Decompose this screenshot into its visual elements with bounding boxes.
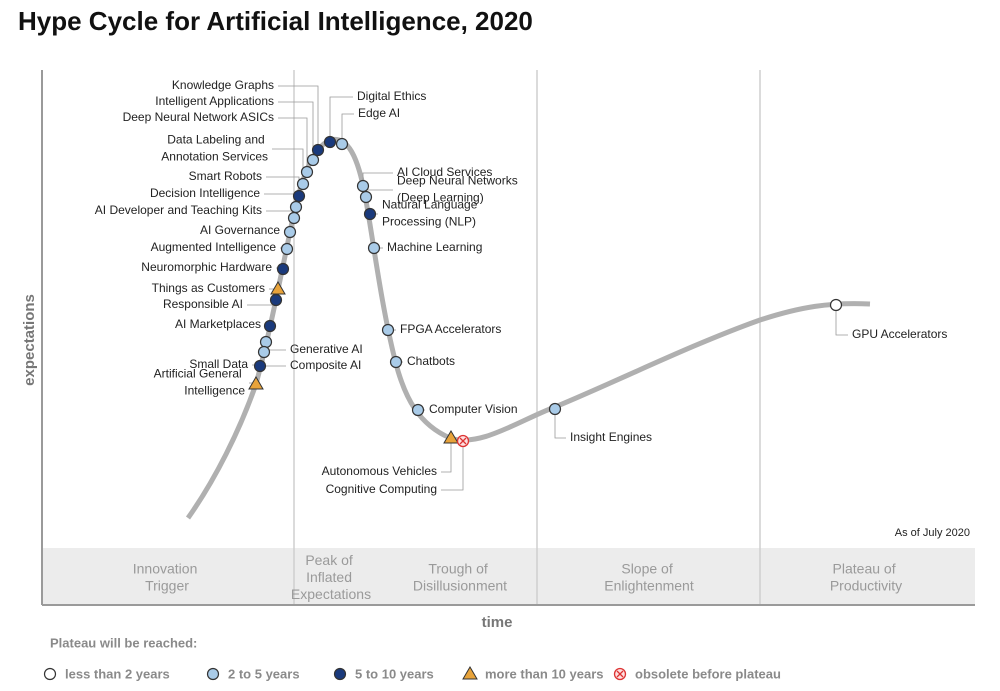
legend-label: 5 to 10 years	[355, 666, 434, 681]
technology-label: Chatbots	[407, 354, 455, 368]
leader-line	[278, 117, 308, 172]
legend-label: obsolete before plateau	[635, 666, 781, 681]
technology-marker	[367, 241, 381, 255]
technology-marker	[443, 430, 459, 444]
legend-title: Plateau will be reached:	[50, 635, 197, 650]
phase-dividers	[293, 70, 761, 605]
leader-line	[835, 305, 848, 336]
technology-label: Knowledge Graphs	[172, 78, 274, 92]
technology-marker	[381, 323, 395, 337]
technology-marker	[335, 137, 349, 151]
technology-marker	[389, 355, 403, 369]
technology-label: Machine Learning	[387, 240, 482, 254]
technology-label: Cognitive Computing	[326, 482, 437, 496]
phase-label: Trough of Disillusionment	[413, 560, 507, 593]
legend-label: 2 to 5 years	[228, 666, 300, 681]
technology-label: Natural Language Processing (NLP)	[382, 198, 481, 229]
technology-label: Decision Intelligence	[150, 186, 260, 200]
technology-marker	[311, 143, 325, 157]
technology-label: AI Marketplaces	[175, 317, 261, 331]
technology-label: Deep Neural Network ASICs	[123, 110, 274, 124]
hype-curve	[185, 136, 871, 520]
legend-label: less than 2 years	[65, 666, 170, 681]
technology-label: Insight Engines	[570, 430, 652, 444]
technology-marker	[356, 179, 370, 193]
legend-marker	[43, 667, 57, 681]
technology-label: Small Data	[189, 357, 248, 371]
leader-line	[441, 438, 452, 473]
technology-label: Data Labeling and Annotation Services	[161, 133, 268, 164]
technology-marker	[259, 335, 273, 349]
technology-marker	[456, 434, 470, 448]
technology-label: Digital Ethics	[357, 89, 426, 103]
y-axis-label: expectations	[21, 294, 38, 386]
as-of: As of July 2020	[895, 527, 970, 539]
leader-line	[554, 409, 566, 439]
title: Hype Cycle for Artificial Intelligence, …	[18, 6, 533, 36]
technology-label: AI Developer and Teaching Kits	[95, 203, 262, 217]
technology-marker	[276, 262, 290, 276]
x-axis-label: time	[482, 614, 513, 631]
phase-label: Slope of Enlightenment	[604, 560, 694, 593]
legend-marker	[333, 667, 347, 681]
technology-label: Smart Robots	[189, 169, 262, 183]
technology-label: Generative AI	[290, 342, 363, 356]
phase-label: Peak of Inflated Expectations	[291, 552, 371, 602]
technology-label: Deep Neural Networks (Deep Learning)	[397, 174, 521, 205]
leader-line	[278, 85, 319, 150]
technology-marker	[280, 242, 294, 256]
technology-label: AI Cloud Services	[397, 165, 492, 179]
technology-label: AI Governance	[200, 223, 280, 237]
technology-marker	[359, 190, 373, 204]
leader-line	[341, 113, 354, 144]
leader-line	[329, 96, 353, 142]
technology-marker	[411, 403, 425, 417]
technology-label: Computer Vision	[429, 402, 518, 416]
technology-label: Responsible AI	[163, 297, 243, 311]
technology-marker	[323, 135, 337, 149]
technology-label: Neuromorphic Hardware	[141, 260, 272, 274]
technology-marker	[257, 345, 271, 359]
technology-marker	[269, 293, 283, 307]
leader-line	[441, 441, 464, 491]
technology-marker	[289, 200, 303, 214]
technology-marker	[292, 189, 306, 203]
technology-marker	[829, 298, 843, 312]
technology-label: Intelligent Applications	[155, 94, 274, 108]
technology-marker	[270, 281, 286, 295]
phase-band	[42, 548, 975, 605]
technology-label: Artificial General Intelligence	[154, 367, 246, 398]
technology-label: FPGA Accelerators	[400, 322, 501, 336]
technology-marker	[300, 165, 314, 179]
technology-marker	[548, 402, 562, 416]
technology-marker	[306, 153, 320, 167]
technology-marker	[253, 359, 267, 373]
technology-marker	[287, 211, 301, 225]
technology-label: Augmented Intelligence	[151, 240, 277, 254]
legend-marker	[613, 667, 627, 681]
obsolete-cross	[616, 670, 624, 678]
leader-line	[266, 176, 300, 196]
technology-label: Edge AI	[358, 106, 400, 120]
legend-marker	[206, 667, 220, 681]
technology-label: Autonomous Vehicles	[322, 464, 437, 478]
legend-marker	[462, 666, 478, 680]
technology-marker	[248, 376, 264, 390]
technology-marker	[363, 207, 377, 221]
phase-label: Plateau of Productivity	[830, 560, 902, 593]
technology-marker	[283, 225, 297, 239]
leader-line	[272, 148, 304, 184]
legend-label: more than 10 years	[485, 666, 604, 681]
obsolete-cross	[459, 437, 467, 445]
technology-label: Things as Customers	[152, 281, 265, 295]
technology-marker	[263, 319, 277, 333]
technology-marker	[296, 177, 310, 191]
phase-label: Innovation Trigger	[133, 560, 202, 593]
leader-line	[278, 101, 314, 160]
technology-label: GPU Accelerators	[852, 327, 947, 341]
technology-label: Composite AI	[290, 358, 361, 372]
